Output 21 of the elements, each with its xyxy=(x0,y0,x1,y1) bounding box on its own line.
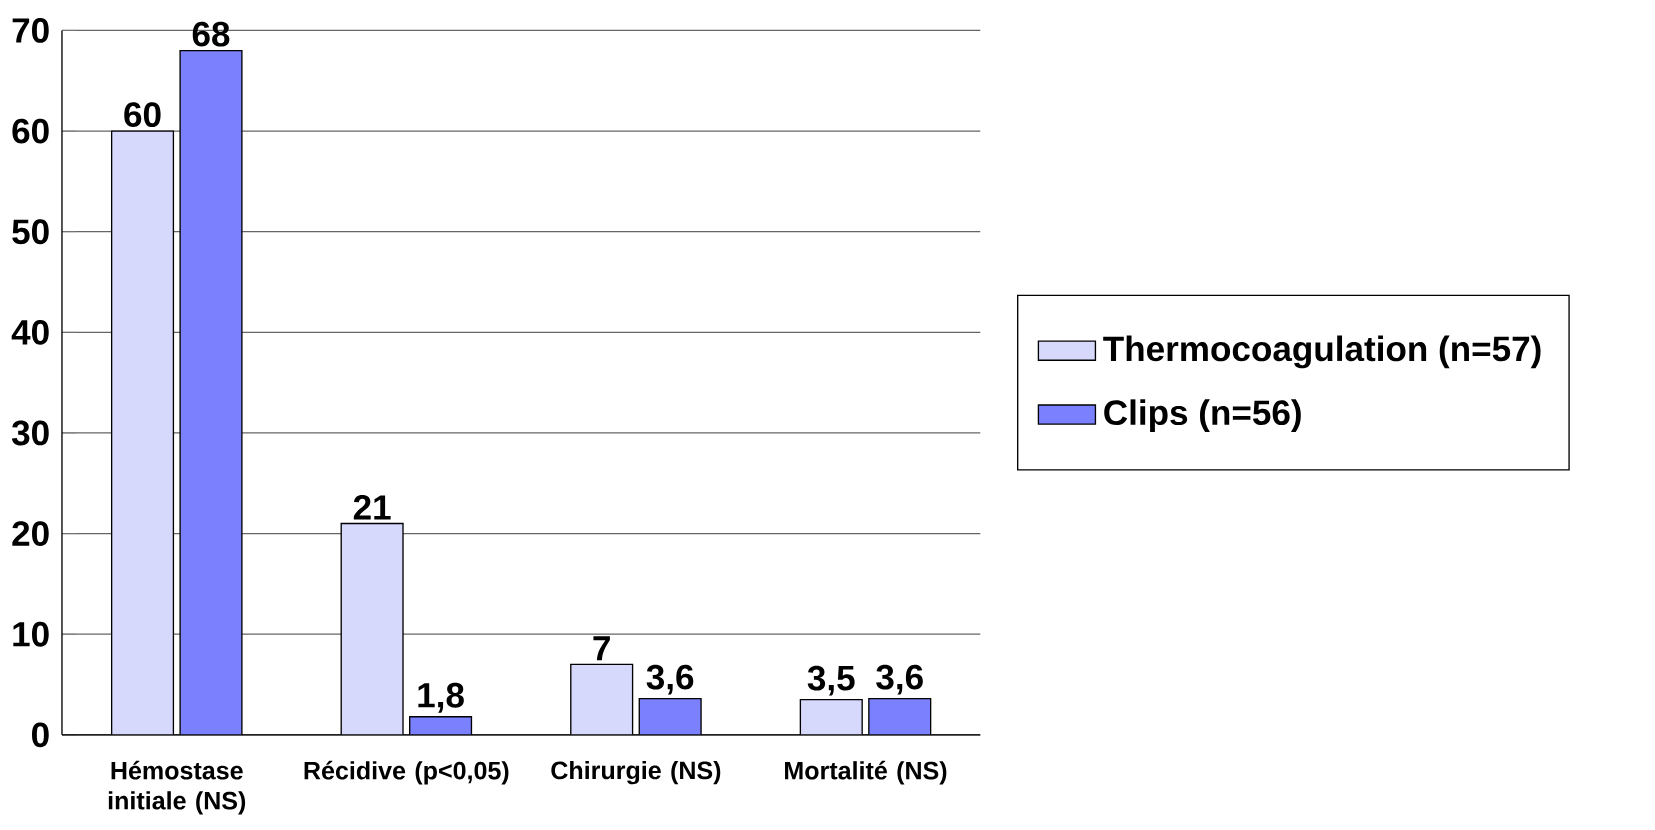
data-label: 7 xyxy=(593,636,610,661)
data-label: 3,5 xyxy=(807,665,855,696)
y-tick-label: 70 xyxy=(12,18,49,43)
y-tick-label: 60 xyxy=(12,118,49,144)
y-tick-label: 30 xyxy=(11,420,49,446)
x-tick-label: Hémostase initiale (NS) xyxy=(108,760,246,815)
x-tick-label: Récidive (p<0,05) xyxy=(304,760,509,785)
x-tick-label: Mortalité (NS) xyxy=(785,760,947,785)
x-tick-label: Chirurgie (NS) xyxy=(551,760,721,785)
y-tick-label: 0 xyxy=(32,722,49,748)
y-tick-label: 50 xyxy=(12,219,49,245)
data-label: 21 xyxy=(353,495,391,520)
legend-label: Clips (n=56) xyxy=(1104,399,1301,433)
y-tick-label: 20 xyxy=(12,521,49,547)
data-label: 1,8 xyxy=(418,682,464,713)
data-label: 3,6 xyxy=(646,664,694,695)
data-label: 60 xyxy=(124,102,161,128)
data-label: 3,6 xyxy=(876,664,923,695)
y-tick-label: 40 xyxy=(11,319,49,345)
legend-label: Thermocoagulation (n=57) xyxy=(1103,335,1541,369)
y-tick-label: 10 xyxy=(13,621,49,647)
